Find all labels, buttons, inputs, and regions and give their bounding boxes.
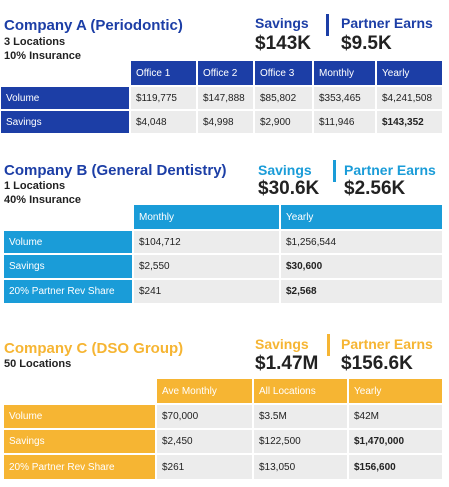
- table-cell: $13,050: [253, 454, 348, 480]
- company-detail: 40% Insurance: [4, 194, 82, 206]
- table-cell: $353,465: [313, 86, 376, 110]
- table-cell: $122,500: [253, 429, 348, 454]
- row-label: 20% Partner Rev Share: [3, 454, 156, 480]
- company-detail: 1 Locations: [4, 180, 66, 192]
- table-cell: $143,352: [376, 110, 443, 134]
- table-cell: $1,256,544: [280, 230, 443, 254]
- table-header: Office 2: [197, 60, 254, 86]
- table-cell: $119,775: [130, 86, 197, 110]
- table-header: Office 3: [254, 60, 313, 86]
- table-cell: $4,048: [130, 110, 197, 134]
- row-label: Savings: [3, 254, 133, 279]
- divider: [326, 14, 329, 36]
- table-header: Monthly: [313, 60, 376, 86]
- row-label: Volume: [0, 86, 130, 110]
- table-cell: $11,946: [313, 110, 376, 134]
- savings-amount: $143K: [255, 33, 311, 54]
- table-cell: $4,998: [197, 110, 254, 134]
- table-header: Yearly: [376, 60, 443, 86]
- table-cell: $3.5M: [253, 404, 348, 429]
- company-detail: 50 Locations: [4, 358, 72, 370]
- table-cell: $2,450: [156, 429, 253, 454]
- savings-amount: $1.47M: [255, 353, 319, 374]
- table-cell: $156,600: [348, 454, 443, 480]
- partner-label: Partner Earns: [341, 336, 433, 352]
- row-label: Volume: [3, 404, 156, 429]
- row-label: 20% Partner Rev Share: [3, 279, 133, 304]
- table-cell: $147,888: [197, 86, 254, 110]
- table-header: All Locations: [253, 378, 348, 404]
- table-header: Monthly: [133, 204, 280, 230]
- company-title: Company C (DSO Group): [4, 340, 184, 357]
- divider: [327, 334, 330, 356]
- row-label: Savings: [0, 110, 130, 134]
- table-header: Ave Monthly: [156, 378, 253, 404]
- divider: [333, 160, 336, 182]
- table-cell: $4,241,508: [376, 86, 443, 110]
- partner-amount: $9.5K: [341, 33, 392, 54]
- savings-amount: $30.6K: [258, 178, 320, 199]
- company-title: Company B (General Dentistry): [4, 162, 227, 179]
- table-cell: $85,802: [254, 86, 313, 110]
- savings-label: Savings: [255, 336, 309, 352]
- row-label: Savings: [3, 429, 156, 454]
- table-cell: $2,568: [280, 279, 443, 304]
- table-header: Office 1: [130, 60, 197, 86]
- table-cell: $261: [156, 454, 253, 480]
- company-title: Company A (Periodontic): [4, 17, 183, 34]
- partner-amount: $156.6K: [341, 353, 413, 374]
- partner-label: Partner Earns: [344, 162, 436, 178]
- table-header: Yearly: [280, 204, 443, 230]
- table-cell: $241: [133, 279, 280, 304]
- company-detail: 3 Locations: [4, 36, 66, 48]
- row-label: Volume: [3, 230, 133, 254]
- table-cell: $30,600: [280, 254, 443, 279]
- company-detail: 10% Insurance: [4, 50, 82, 62]
- table-header: Yearly: [348, 378, 443, 404]
- table-cell: $70,000: [156, 404, 253, 429]
- savings-label: Savings: [255, 15, 309, 31]
- table-cell: $2,900: [254, 110, 313, 134]
- savings-label: Savings: [258, 162, 312, 178]
- table-cell: $42M: [348, 404, 443, 429]
- partner-amount: $2.56K: [344, 178, 406, 199]
- partner-label: Partner Earns: [341, 15, 433, 31]
- table-cell: $1,470,000: [348, 429, 443, 454]
- table-cell: $104,712: [133, 230, 280, 254]
- table-cell: $2,550: [133, 254, 280, 279]
